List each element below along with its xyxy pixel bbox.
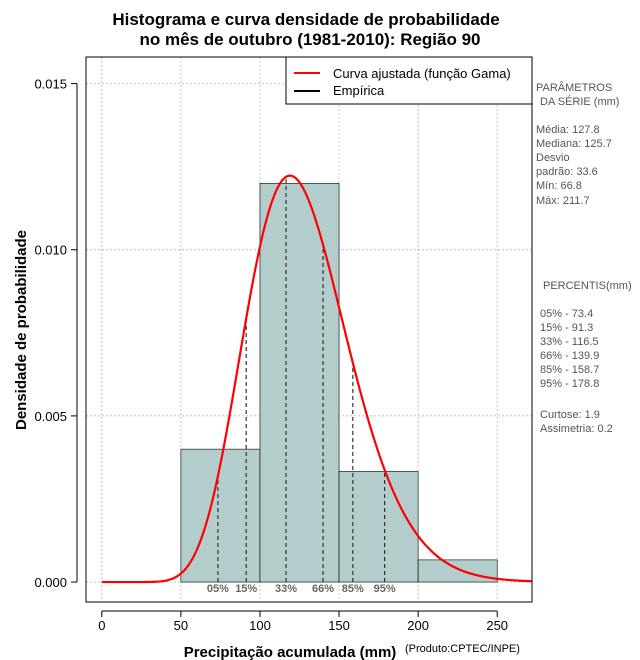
param-line: Máx: 211.7 <box>536 195 590 207</box>
chart-title-line2: no mês de outubro (1981-2010): Região 90 <box>139 30 480 49</box>
y-tick-label: 0.005 <box>34 409 67 424</box>
x-tick-label: 0 <box>98 618 105 633</box>
product-note: (Produto:CPTEC/INPE) <box>405 643 520 655</box>
y-tick-label: 0.010 <box>34 243 67 258</box>
y-tick-label: 0.015 <box>34 77 67 92</box>
percentil-line: 66% - 139.9 <box>540 350 599 362</box>
gamma-curve-line <box>101 174 533 584</box>
percentile-label: 05% <box>207 583 229 595</box>
x-axis: 0 50 100 150 200 250 <box>98 610 508 633</box>
histogram-bar <box>259 182 340 583</box>
series-parameters-panel: PARÂMETROS DA SÉRIE (mm) Média: 127.8 Me… <box>536 81 619 207</box>
percentil-line: 15% - 91.3 <box>540 322 593 334</box>
histogram-bar <box>338 471 419 583</box>
percentil-line: 95% - 178.8 <box>540 378 599 390</box>
chart-title-line1: Histograma e curva densidade de probabil… <box>112 10 499 29</box>
percentile-label: 15% <box>235 583 257 595</box>
percentile-labels: 05% 15% 33% 66% 85% 95% <box>207 583 396 595</box>
params-title-1: PARÂMETROS <box>536 81 612 94</box>
percentile-label: 85% <box>342 583 364 595</box>
x-tick-label: 200 <box>407 618 429 633</box>
x-tick-label: 50 <box>174 618 188 633</box>
param-line: Mediana: 125.7 <box>536 138 612 150</box>
histogram-bar <box>417 559 498 583</box>
param-line: Média: 127.8 <box>536 124 600 136</box>
percentile-label: 66% <box>312 583 334 595</box>
param-line: padrão: 33.6 <box>536 166 598 178</box>
legend: Curva ajustada (função Gama) Empírica <box>285 56 533 105</box>
x-tick-label: 250 <box>486 618 508 633</box>
legend-label-curve: Curva ajustada (função Gama) <box>333 66 511 81</box>
stat-line: Assimetria: 0.2 <box>540 423 613 435</box>
x-tick-label: 150 <box>328 618 350 633</box>
y-axis-label: Densidade de probabilidade <box>13 230 30 430</box>
percentil-line: 85% - 158.7 <box>540 364 599 376</box>
param-line: Desvio <box>536 152 570 164</box>
percentil-line: 33% - 116.5 <box>540 336 599 348</box>
legend-box <box>285 56 533 105</box>
percentis-title: PERCENTIS(mm) <box>543 280 632 292</box>
percentiles-panel: PERCENTIS(mm) 05% - 73.4 15% - 91.3 33% … <box>540 280 632 435</box>
y-tick-label: 0.000 <box>34 575 67 590</box>
x-axis-label: Precipitação acumulada (mm) <box>184 644 397 660</box>
y-axis: 0.000 0.005 0.010 0.015 <box>34 77 78 590</box>
histogram-bars <box>180 182 498 583</box>
param-line: Mín: 66.8 <box>536 180 582 192</box>
legend-label-empirical: Empírica <box>333 83 385 98</box>
stat-line: Curtose: 1.9 <box>540 409 600 421</box>
percentile-label: 33% <box>275 583 297 595</box>
x-tick-label: 100 <box>249 618 271 633</box>
percentile-lines <box>217 176 386 583</box>
percentile-label: 95% <box>374 583 396 595</box>
params-title-2: DA SÉRIE (mm) <box>540 95 619 108</box>
percentil-line: 05% - 73.4 <box>540 308 593 320</box>
curve-layer <box>101 174 533 584</box>
